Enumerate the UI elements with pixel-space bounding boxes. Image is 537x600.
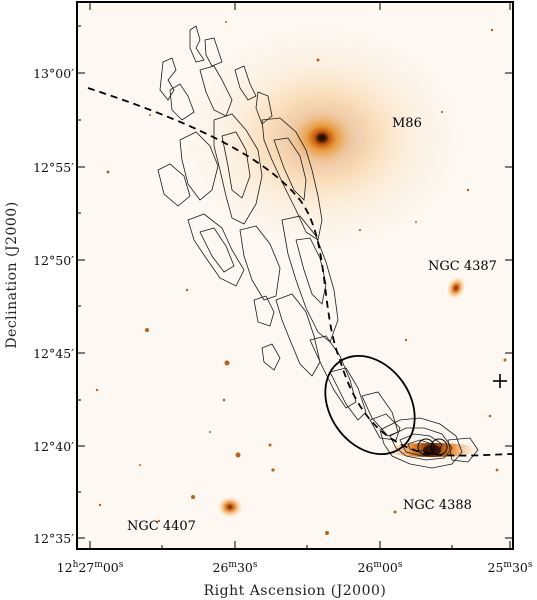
plus-marker [493, 374, 507, 388]
y-tick-label: 12°50′ [33, 253, 74, 268]
y-tick-labels: 13°00′ 12°55′ 12°50′ 12°45′ 12°40′ 12°35… [33, 66, 74, 546]
label-ngc4407: NGC 4407 [127, 519, 196, 534]
y-tick-label: 12°40′ [33, 439, 74, 454]
plot-frame [76, 1, 514, 550]
y-tick-label: 12°55′ [33, 160, 74, 175]
ngc4407-galaxy [217, 496, 243, 518]
y-tick-label: 12°45′ [33, 346, 74, 361]
x-tick-label: 26m00s [358, 560, 403, 575]
m86-galaxy [280, 102, 364, 174]
y-tick-label: 13°00′ [33, 66, 74, 81]
y-axis-title: Declination (J2000) [4, 201, 20, 348]
x-tick-labels: 12h27m00s 26m30s 26m00s 25m30s [57, 560, 533, 575]
orbit-dashed-line [87, 87, 513, 457]
hi-contours [157, 25, 479, 469]
x-tick-label: 26m30s [213, 560, 258, 575]
x-tick-label: 25m30s [488, 560, 533, 575]
label-ngc4388: NGC 4388 [403, 498, 472, 513]
nucleus-circle-left [417, 438, 435, 456]
x-axis-title: Right Ascension (J2000) [204, 583, 387, 599]
label-m86: M86 [392, 116, 422, 131]
field-stars [95, 21, 507, 535]
label-ngc4387: NGC 4387 [428, 259, 497, 274]
ngc4387-galaxy [446, 276, 466, 300]
y-tick-label: 12°35′ [33, 531, 74, 546]
x-tick-label: 12h27m00s [57, 560, 124, 575]
axis-ticks [77, 2, 513, 549]
